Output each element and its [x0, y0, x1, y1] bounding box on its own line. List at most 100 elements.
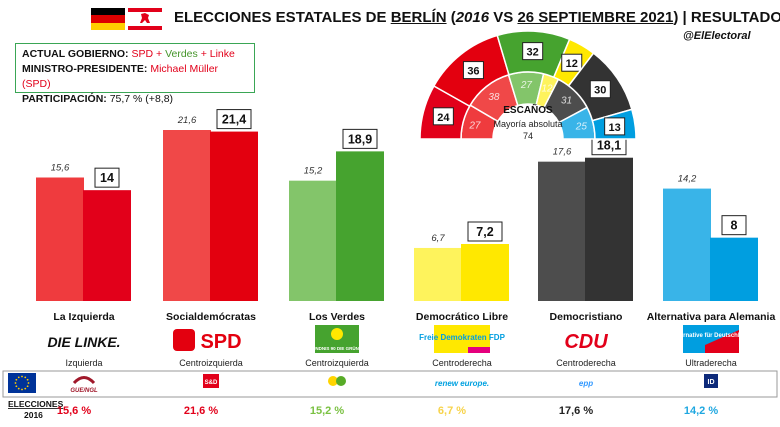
eu-star-icon — [24, 387, 27, 390]
sunflower-icon — [331, 328, 343, 340]
cdu-logo: CDU — [564, 331, 608, 353]
seats-2021-box — [604, 117, 626, 136]
data-label-2021: 21,4 — [222, 113, 246, 127]
eu-star-icon — [15, 378, 18, 381]
seats-2021-label: 30 — [594, 85, 606, 97]
eu-star-icon — [26, 378, 29, 381]
author-handle: @ElElectoral — [683, 30, 751, 42]
eu-star-icon — [17, 387, 20, 390]
greens-efa-logo-sun — [328, 376, 338, 386]
berlin-flag — [128, 8, 162, 30]
greens-efa-logo-globe — [336, 376, 346, 386]
results-2016-label: ELECCIONES — [8, 399, 64, 409]
eu-group-label: GUE/NGL — [70, 388, 98, 394]
seats-2016-label: 25 — [575, 122, 588, 133]
afd-logo: Alternative für Deutschland — [672, 333, 751, 339]
seats-2021-label: 13 — [609, 122, 621, 134]
bear-icon — [140, 13, 150, 24]
eu-group-strip — [2, 370, 778, 398]
results-2016-value: 6,7 % — [438, 405, 466, 417]
data-label-box — [216, 109, 252, 130]
info-box: ACTUAL GOBIERNO: SPD + Verdes + Linke MI… — [15, 43, 255, 105]
data-label-2021: 18,1 — [597, 139, 621, 153]
eu-star-icon — [17, 376, 20, 379]
ideology-label: Centroderecha — [556, 358, 616, 368]
bar-2021 — [336, 151, 384, 301]
seats-2021-label: 24 — [437, 112, 450, 124]
title-place: BERLÍN — [390, 9, 447, 26]
seats-2016-label: 12 — [541, 83, 553, 94]
spd-logo-square — [173, 329, 195, 351]
data-label-2016: 17,6 — [553, 147, 572, 158]
data-label-2021: 14 — [100, 171, 114, 185]
gue-ngl-logo — [72, 376, 96, 385]
seats-2016-label: 38 — [488, 92, 500, 103]
page-title: ELECCIONES ESTATALES DE BERLÍN (2016 VS … — [174, 9, 780, 26]
eu-group-label: renew europe. — [435, 379, 489, 388]
spd-logo: SPD — [200, 331, 241, 353]
seats-title: ESCAÑOS — [503, 103, 553, 116]
category-label: Alternativa para Alemania — [647, 311, 776, 323]
bar-2021 — [210, 131, 258, 301]
seats-2016-label: 27 — [468, 121, 481, 132]
seats-2021-box — [462, 61, 484, 80]
seats-2021-box — [432, 107, 454, 126]
ideology-label: Centroderecha — [432, 358, 492, 368]
ideology-label: Centroizquierda — [179, 358, 243, 368]
germany-flag — [91, 8, 125, 30]
results-2016-year: 2016 — [24, 410, 43, 420]
seats-2021-box — [589, 80, 611, 99]
seats-2021-box — [522, 42, 544, 61]
seats-2021-label: 32 — [527, 47, 539, 59]
die-linke-logo: DIE LINKE. — [47, 334, 120, 350]
category-label: Socialdemócratas — [166, 311, 256, 323]
results-2016-value: 14,2 % — [684, 405, 718, 417]
data-label-2016: 6,7 — [431, 233, 445, 244]
seats-2016-label: 27 — [520, 80, 533, 91]
results-2016-value: 15,6 % — [57, 405, 91, 417]
eu-group-label: epp — [579, 379, 593, 388]
data-label-2021: 8 — [731, 219, 738, 233]
bar-2021 — [83, 190, 131, 301]
bar-2016 — [538, 161, 586, 301]
seats-2016-label: 31 — [561, 96, 572, 107]
greens-logo: BÜNDNIS 90 DIE GRÜNEN — [309, 345, 365, 351]
eu-star-icon — [26, 385, 29, 388]
data-label-2016: 21,6 — [177, 115, 197, 126]
bar-2016 — [36, 177, 84, 301]
fdp-logo: Freie Demokraten FDP — [419, 333, 505, 342]
afd-logo-arrow — [705, 330, 739, 353]
eu-star-icon — [27, 382, 30, 384]
data-label-box — [467, 221, 503, 242]
data-label-2016: 15,2 — [304, 166, 323, 177]
ideology-label: Centroizquierda — [305, 358, 369, 368]
bar-2016 — [414, 247, 462, 301]
data-label-box — [342, 128, 378, 149]
id-group-label: ID — [708, 379, 715, 386]
results-2016-value: 15,2 % — [310, 405, 344, 417]
eu-flag-icon — [8, 373, 36, 393]
bar-2021 — [461, 244, 509, 301]
id-group-logo — [704, 374, 718, 388]
sd-group-logo — [203, 374, 219, 388]
category-label: Democrático Libre — [416, 311, 508, 323]
results-2016-value: 17,6 % — [559, 405, 593, 417]
seats-2021-label: 12 — [566, 58, 578, 70]
data-label-2016: 15,6 — [51, 163, 70, 174]
category-label: Los Verdes — [309, 311, 365, 323]
eu-star-icon — [14, 382, 17, 384]
data-label-2016: 14,2 — [678, 174, 697, 185]
bar-2021 — [585, 157, 633, 301]
bar-2016 — [289, 180, 337, 301]
category-label: La Izquierda — [53, 311, 114, 323]
majority-label: Mayoría absoluta — [493, 119, 562, 129]
category-label: Democristiano — [550, 311, 623, 323]
data-label-2021: 18,9 — [348, 132, 372, 146]
data-label-box — [94, 167, 120, 188]
data-label-box — [721, 215, 747, 236]
eu-star-icon — [21, 388, 23, 391]
fdp-logo-stripe — [468, 347, 490, 353]
seats-2021-box — [561, 53, 583, 72]
majority-value: 74 — [523, 131, 533, 141]
